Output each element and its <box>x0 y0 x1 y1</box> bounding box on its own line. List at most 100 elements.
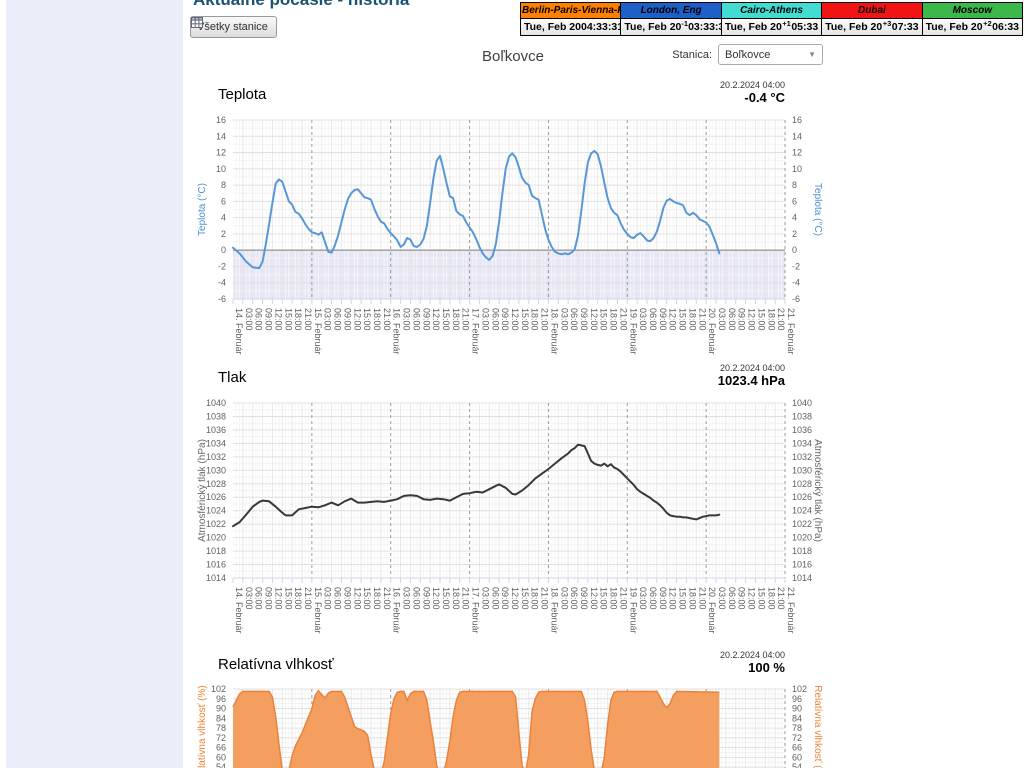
svg-text:6: 6 <box>792 196 797 206</box>
svg-text:09:00: 09:00 <box>500 587 510 610</box>
svg-text:14. Február: 14. Február <box>234 308 244 355</box>
svg-text:72: 72 <box>792 733 802 743</box>
svg-text:1038: 1038 <box>206 411 226 421</box>
svg-text:03:00: 03:00 <box>559 587 569 610</box>
svg-text:4: 4 <box>792 213 797 223</box>
svg-text:15:00: 15:00 <box>599 308 609 331</box>
svg-text:2: 2 <box>221 229 226 239</box>
svg-text:8: 8 <box>792 180 797 190</box>
svg-text:06:00: 06:00 <box>648 308 658 331</box>
svg-text:06:00: 06:00 <box>333 308 343 331</box>
svg-text:54: 54 <box>792 762 802 768</box>
svg-text:15. Február: 15. Február <box>313 587 323 634</box>
svg-text:06:00: 06:00 <box>727 587 737 610</box>
chevron-down-icon: ▼ <box>808 50 816 59</box>
clock-zone-times: Tue, Feb 20 +1 05:33 <box>721 19 822 35</box>
svg-text:12:00: 12:00 <box>431 587 441 610</box>
svg-text:-2: -2 <box>218 261 226 271</box>
clock-zone-times: Tue, Feb 20 +2 06:33 <box>922 19 1023 35</box>
svg-text:Atmosférický tlak (hPa): Atmosférický tlak (hPa) <box>197 439 208 542</box>
svg-text:15. Február: 15. Február <box>313 308 323 355</box>
pressure-chart: 1014 1014 1016 1016 1018 1018 1020 1020 1022 1022… <box>183 363 843 648</box>
svg-text:03:00: 03:00 <box>717 308 727 331</box>
clock-zone-name: Dubai <box>822 3 922 19</box>
svg-text:-2: -2 <box>792 261 800 271</box>
svg-text:12:00: 12:00 <box>589 587 599 610</box>
svg-text:03:00: 03:00 <box>638 587 648 610</box>
all-stations-button[interactable]: Všetky stanice <box>190 16 277 38</box>
svg-text:72: 72 <box>216 733 226 743</box>
svg-text:54: 54 <box>216 762 226 768</box>
svg-text:0: 0 <box>221 245 226 255</box>
svg-text:1034: 1034 <box>792 438 812 448</box>
svg-text:102: 102 <box>211 684 226 694</box>
svg-text:03:00: 03:00 <box>402 308 412 331</box>
svg-text:12: 12 <box>216 148 226 158</box>
clock-zone-time: 07:33 <box>891 21 919 33</box>
svg-text:15:00: 15:00 <box>599 587 609 610</box>
clock-zone-time: 04:33:31 <box>581 21 624 33</box>
svg-text:09:00: 09:00 <box>342 587 352 610</box>
svg-text:15:00: 15:00 <box>678 308 688 331</box>
clock-zone-time: 06:33 <box>992 21 1020 33</box>
svg-text:12:00: 12:00 <box>510 308 520 331</box>
svg-text:Teplota (°C): Teplota (°C) <box>197 183 208 236</box>
svg-text:12:00: 12:00 <box>352 587 362 610</box>
svg-text:1022: 1022 <box>206 519 226 529</box>
svg-text:66: 66 <box>216 743 226 753</box>
page-title: Aktuálne počasie - história <box>193 0 409 10</box>
svg-text:20. Február: 20. Február <box>707 587 717 634</box>
station-select-label: Stanica: <box>672 48 712 61</box>
svg-text:21:00: 21:00 <box>540 308 550 331</box>
chart-timestamp-humidity: 20.2.2024 04:00 <box>719 650 785 660</box>
svg-text:1018: 1018 <box>206 546 226 556</box>
svg-text:18. Február: 18. Február <box>549 308 559 355</box>
svg-text:1040: 1040 <box>792 398 812 408</box>
temperature-chart: -6 -6 -4 -4 -2 -2 0 0 2 2 4 4 6 6 8 8 10 10 12 12 14 14 16 16 Te… <box>183 80 843 363</box>
svg-text:1032: 1032 <box>206 452 226 462</box>
svg-text:06:00: 06:00 <box>333 587 343 610</box>
svg-text:21:00: 21:00 <box>303 308 313 331</box>
svg-text:1026: 1026 <box>206 492 226 502</box>
svg-text:16. Február: 16. Február <box>392 587 402 634</box>
svg-text:1016: 1016 <box>206 560 226 570</box>
svg-text:06:00: 06:00 <box>254 587 264 610</box>
svg-text:1036: 1036 <box>792 425 812 435</box>
svg-text:18:00: 18:00 <box>687 587 697 610</box>
world-clock: Berlin-Paris-Vienna-RomaTue, Feb 2004:33… <box>520 2 1023 36</box>
svg-text:1014: 1014 <box>792 573 812 583</box>
chart-title-temperature: Teplota <box>218 86 267 103</box>
svg-text:03:00: 03:00 <box>323 587 333 610</box>
clock-zone-times: Tue, Feb 20 +3 07:33 <box>822 19 922 35</box>
svg-text:21. Február: 21. Február <box>786 587 796 634</box>
svg-text:10: 10 <box>792 164 802 174</box>
clock-zone-name: Berlin-Paris-Vienna-Roma <box>521 3 621 19</box>
svg-text:06:00: 06:00 <box>648 587 658 610</box>
svg-text:12:00: 12:00 <box>668 587 678 610</box>
svg-text:1030: 1030 <box>206 465 226 475</box>
chart-timestamp-temperature: 20.2.2024 04:00 <box>719 80 785 90</box>
svg-text:03:00: 03:00 <box>323 308 333 331</box>
svg-text:-4: -4 <box>218 278 226 288</box>
svg-text:21:00: 21:00 <box>461 587 471 610</box>
clock-zone-offset: -1 <box>681 18 689 28</box>
svg-text:12:00: 12:00 <box>431 308 441 331</box>
svg-text:12:00: 12:00 <box>747 308 757 331</box>
svg-text:18:00: 18:00 <box>293 587 303 610</box>
svg-text:06:00: 06:00 <box>411 587 421 610</box>
svg-text:18. Február: 18. Február <box>549 587 559 634</box>
svg-text:09:00: 09:00 <box>737 308 747 331</box>
svg-text:06:00: 06:00 <box>490 308 500 331</box>
svg-text:16: 16 <box>216 115 226 125</box>
svg-text:12:00: 12:00 <box>273 587 283 610</box>
svg-text:1026: 1026 <box>792 492 812 502</box>
station-select[interactable]: Boľkovce ▼ <box>718 44 823 65</box>
svg-text:1022: 1022 <box>792 519 812 529</box>
svg-text:06:00: 06:00 <box>411 308 421 331</box>
svg-text:1028: 1028 <box>206 479 226 489</box>
svg-text:78: 78 <box>216 723 226 733</box>
clock-zone: Moscow Tue, Feb 20 +2 06:33 <box>922 3 1023 35</box>
svg-text:03:00: 03:00 <box>638 308 648 331</box>
svg-text:17. Február: 17. Február <box>471 308 481 355</box>
svg-text:1024: 1024 <box>792 506 812 516</box>
